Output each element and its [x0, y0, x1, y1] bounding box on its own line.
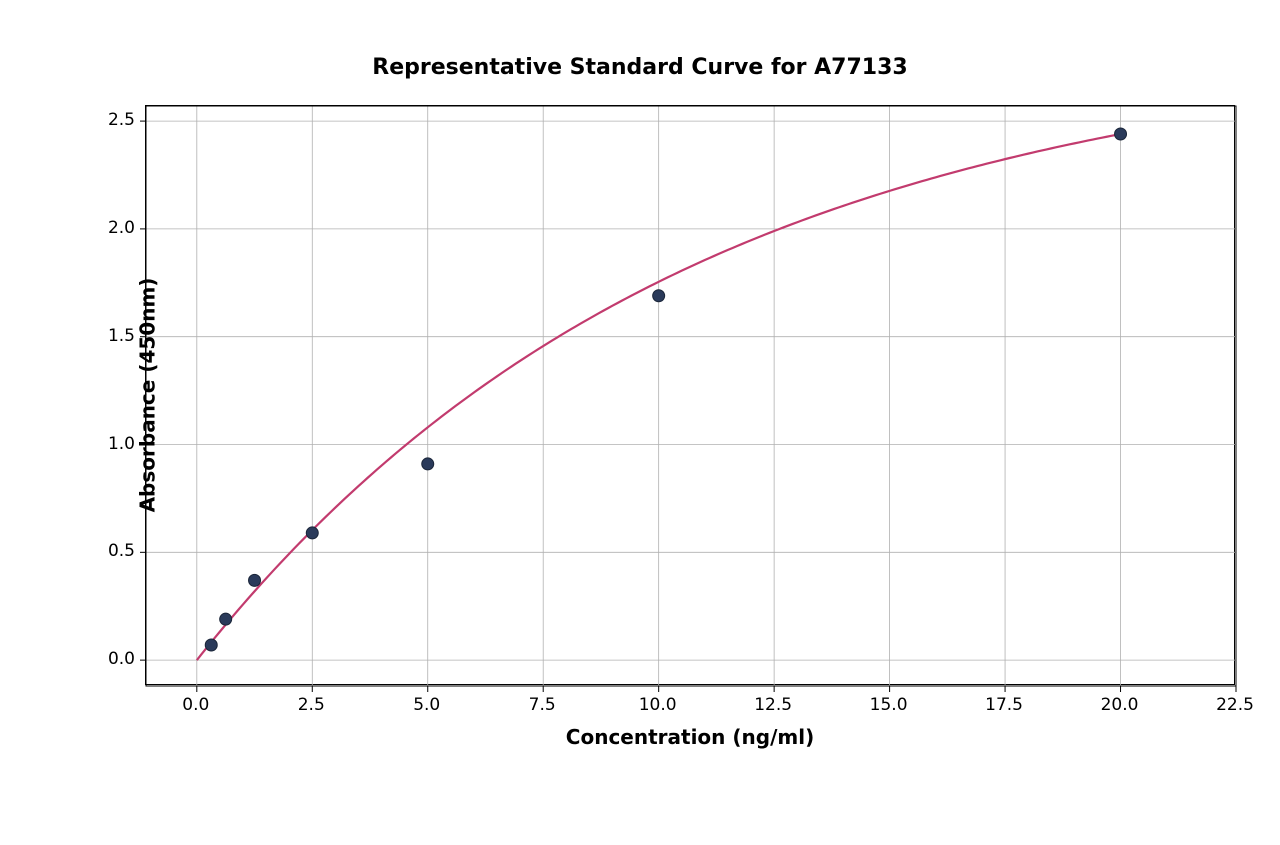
x-tick-label: 10.0: [639, 695, 677, 715]
x-tick-label: 5.0: [413, 695, 440, 715]
data-point: [249, 574, 261, 586]
x-tick-label: 22.5: [1216, 695, 1254, 715]
figure: Representative Standard Curve for A77133…: [0, 0, 1280, 845]
y-tick-label: 2.5: [95, 110, 135, 130]
y-tick-label: 0.0: [95, 649, 135, 669]
data-point: [653, 290, 665, 302]
data-point: [205, 639, 217, 651]
y-tick-label: 2.0: [95, 218, 135, 238]
data-point: [1115, 128, 1127, 140]
plot-area: [145, 105, 1235, 685]
x-axis-label: Concentration (ng/ml): [145, 725, 1235, 749]
y-tick-label: 1.5: [95, 326, 135, 346]
data-point: [306, 527, 318, 539]
plot-border: [146, 106, 1236, 686]
y-axis-label: Absorbance (450nm): [135, 278, 159, 513]
x-tick-label: 17.5: [985, 695, 1023, 715]
x-tick-label: 20.0: [1101, 695, 1139, 715]
x-tick-label: 7.5: [529, 695, 556, 715]
chart-title: Representative Standard Curve for A77133: [0, 55, 1280, 80]
x-tick-label: 12.5: [754, 695, 792, 715]
x-tick-label: 2.5: [298, 695, 325, 715]
data-point: [220, 613, 232, 625]
y-tick-label: 0.5: [95, 541, 135, 561]
x-tick-label: 15.0: [870, 695, 908, 715]
x-tick-label: 0.0: [182, 695, 209, 715]
y-tick-label: 1.0: [95, 434, 135, 454]
data-point: [422, 458, 434, 470]
plot-svg: [146, 106, 1236, 686]
